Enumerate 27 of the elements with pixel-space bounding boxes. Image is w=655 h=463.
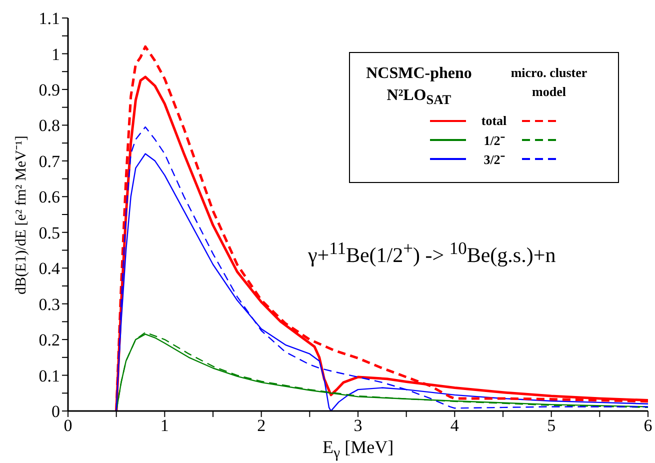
legend-label: 3/2⁻	[484, 152, 504, 167]
legend-label: 1/2⁻	[484, 132, 504, 148]
y-tick-label: 0.8	[38, 116, 60, 136]
y-tick-label: 1	[52, 44, 60, 64]
y-tick-label: 0	[52, 402, 60, 422]
y-tick-label: 0.7	[38, 152, 60, 171]
x-axis-title: E$_{γ}$ [MeV]	[322, 437, 394, 462]
y-tick-label: 0.9	[38, 80, 60, 100]
y-tick-label: 0.3	[38, 294, 60, 314]
y-tick-label: 0.2	[38, 330, 60, 350]
y-axis-title: dB(E1)/dE [e² fm² MeV⁻¹]	[14, 135, 30, 294]
x-tick-label: 6	[644, 416, 652, 436]
y-tick-label: 0.5	[38, 223, 60, 242]
x-tick-label: 5	[547, 416, 556, 436]
legend-label: total	[481, 112, 507, 128]
x-tick-label: 2	[257, 416, 266, 436]
annotation: NCSMC-pheno N²LO$_{SAT}$	[366, 65, 472, 108]
x-tick-label: 4	[450, 416, 460, 436]
annotation: micro. cluster model	[510, 65, 588, 99]
y-tick-label: 1.1	[38, 9, 60, 28]
y-tick-label: 0.4	[38, 259, 60, 278]
x-tick-label: 1	[160, 416, 169, 436]
annotation: γ+$^{11}$Be(1/2$^{+}$) -> $^{10}$Be(g.s.)+n	[308, 238, 556, 267]
y-tick-label: 0.1	[38, 366, 60, 386]
y-tick-label: 0.6	[38, 188, 60, 207]
x-tick-label: 3	[354, 416, 362, 436]
x-tick-label: 0	[64, 416, 72, 436]
